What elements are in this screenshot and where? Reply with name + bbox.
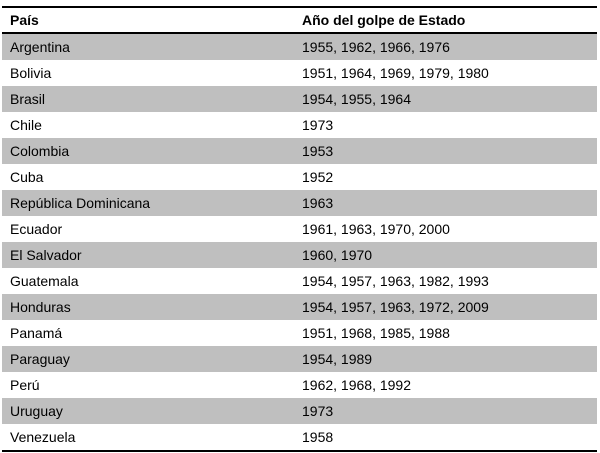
country-cell: Uruguay [2, 398, 294, 424]
table-row: Paraguay 1954, 1989 [2, 346, 597, 372]
country-cell: El Salvador [2, 242, 294, 268]
years-cell: 1954, 1957, 1963, 1972, 2009 [294, 294, 597, 320]
years-cell: 1955, 1962, 1966, 1976 [294, 33, 597, 60]
years-cell: 1961, 1963, 1970, 2000 [302, 221, 450, 237]
years-cell: 1954, 1957, 1963, 1982, 1993 [302, 273, 489, 289]
table-row: Ecuador 1961, 1963, 1970, 2000 [2, 216, 597, 242]
table-row: Uruguay 1973 [2, 398, 597, 424]
table-row: Bolivia 1951, 1964, 1969, 1979, 1980 [2, 60, 597, 86]
country-cell: Argentina [2, 33, 294, 60]
country-cell: República Dominicana [2, 190, 294, 216]
country-cell: Guatemala [10, 273, 79, 289]
country-cell: Venezuela [10, 429, 76, 445]
years-cell: 1951, 1968, 1985, 1988 [302, 325, 450, 341]
table-row: Colombia 1953 [2, 138, 597, 164]
years-cell: 1958 [302, 429, 334, 445]
header-row: País Año del golpe de Estado [2, 7, 597, 34]
years-cell: 1960, 1970 [294, 242, 597, 268]
table-row: Argentina 1955, 1962, 1966, 1976 [2, 33, 597, 60]
country-cell: Brasil [2, 86, 294, 112]
table-row: Chile 1973 [2, 112, 597, 138]
years-cell: 1954, 1955, 1964 [294, 86, 597, 112]
table-row: Brasil 1954, 1955, 1964 [2, 86, 597, 112]
country-cell: Chile [10, 117, 42, 133]
table-header: País Año del golpe de Estado [2, 7, 597, 34]
years-cell: 1953 [294, 138, 597, 164]
country-cell: Honduras [2, 294, 294, 320]
country-cell: Colombia [2, 138, 294, 164]
country-cell: Bolivia [10, 65, 52, 81]
years-cell: 1962, 1968, 1992 [302, 377, 411, 393]
column-header-country: País [2, 7, 294, 34]
table-row: República Dominicana 1963 [2, 190, 597, 216]
years-cell: 1963 [294, 190, 597, 216]
country-cell: Panamá [10, 325, 63, 341]
table-row: Venezuela 1958 [2, 424, 597, 451]
country-cell: Perú [10, 377, 40, 393]
years-cell: 1954, 1989 [294, 346, 597, 372]
table-row: Cuba 1952 [2, 164, 597, 190]
country-cell: Ecuador [10, 221, 63, 237]
table-body: Argentina 1955, 1962, 1966, 1976 Bolivia 19… [2, 33, 597, 451]
country-cell: Cuba [10, 169, 44, 185]
coups-table: País Año del golpe de Estado Argentina 19… [2, 6, 597, 452]
column-header-years: Año del golpe de Estado [294, 7, 597, 34]
table-row: Honduras 1954, 1957, 1963, 1972, 2009 [2, 294, 597, 320]
years-cell: 1973 [302, 117, 334, 133]
years-cell: 1973 [294, 398, 597, 424]
table-row: Guatemala 1954, 1957, 1963, 1982, 1993 [2, 268, 597, 294]
country-cell: Paraguay [2, 346, 294, 372]
table-row: Panamá 1951, 1968, 1985, 1988 [2, 320, 597, 346]
table-row: El Salvador 1960, 1970 [2, 242, 597, 268]
table-row: Perú 1962, 1968, 1992 [2, 372, 597, 398]
years-cell: 1952 [302, 169, 334, 185]
years-cell: 1951, 1964, 1969, 1979, 1980 [302, 65, 489, 81]
